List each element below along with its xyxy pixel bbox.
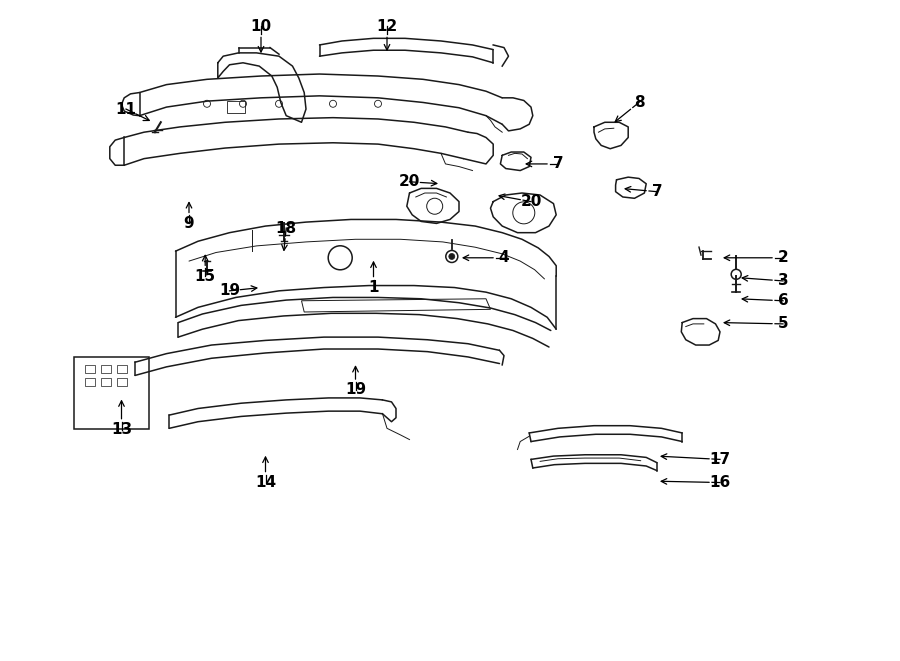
Text: 13: 13 bbox=[111, 422, 132, 437]
Text: 20: 20 bbox=[399, 175, 420, 189]
Text: 11: 11 bbox=[115, 102, 137, 116]
Text: 20: 20 bbox=[520, 194, 542, 209]
Bar bbox=[227, 101, 245, 113]
Text: 12: 12 bbox=[376, 19, 398, 34]
Text: 7: 7 bbox=[652, 184, 662, 199]
Text: 5: 5 bbox=[778, 317, 788, 331]
Text: 17: 17 bbox=[709, 452, 731, 467]
Text: 14: 14 bbox=[255, 475, 276, 490]
Bar bbox=[101, 365, 112, 373]
Bar bbox=[117, 378, 128, 386]
Bar bbox=[101, 378, 112, 386]
Text: 3: 3 bbox=[778, 274, 788, 288]
Text: 10: 10 bbox=[250, 19, 272, 34]
Circle shape bbox=[449, 253, 454, 260]
Text: 16: 16 bbox=[709, 475, 731, 490]
Text: 2: 2 bbox=[778, 251, 788, 265]
Bar bbox=[85, 378, 95, 386]
Text: 6: 6 bbox=[778, 293, 788, 308]
Text: 19: 19 bbox=[345, 383, 366, 397]
Bar bbox=[85, 365, 95, 373]
Circle shape bbox=[328, 246, 352, 270]
Text: 18: 18 bbox=[275, 221, 297, 235]
Text: 7: 7 bbox=[553, 157, 563, 171]
Text: 19: 19 bbox=[219, 284, 240, 298]
Circle shape bbox=[731, 269, 742, 280]
Text: 8: 8 bbox=[634, 95, 644, 110]
Bar bbox=[117, 365, 128, 373]
Text: 1: 1 bbox=[368, 280, 379, 295]
Text: 15: 15 bbox=[194, 269, 216, 284]
Text: 9: 9 bbox=[184, 216, 194, 231]
Bar bbox=[74, 357, 148, 429]
Text: 4: 4 bbox=[499, 251, 509, 265]
Circle shape bbox=[446, 251, 458, 262]
